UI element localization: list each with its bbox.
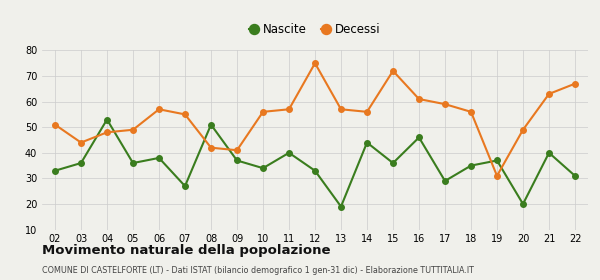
Nascite	[208, 123, 215, 126]
Line: Decessi: Decessi	[52, 60, 578, 179]
Line: Nascite: Nascite	[52, 117, 578, 209]
Decessi	[571, 82, 578, 85]
Decessi	[259, 110, 266, 113]
Nascite	[52, 169, 59, 172]
Decessi	[233, 149, 241, 152]
Decessi	[52, 123, 59, 126]
Nascite	[520, 202, 527, 206]
Nascite	[493, 159, 500, 162]
Nascite	[103, 118, 110, 121]
Decessi	[311, 62, 319, 65]
Nascite	[545, 151, 553, 155]
Decessi	[442, 102, 449, 106]
Decessi	[520, 128, 527, 131]
Decessi	[286, 108, 293, 111]
Decessi	[77, 141, 85, 144]
Decessi	[389, 69, 397, 73]
Decessi	[493, 174, 500, 178]
Decessi	[337, 108, 344, 111]
Decessi	[208, 146, 215, 149]
Nascite	[442, 179, 449, 183]
Nascite	[181, 185, 188, 188]
Nascite	[259, 167, 266, 170]
Decessi	[467, 110, 475, 113]
Decessi	[364, 110, 371, 113]
Nascite	[155, 156, 163, 160]
Nascite	[311, 169, 319, 172]
Nascite	[571, 174, 578, 178]
Decessi	[181, 113, 188, 116]
Decessi	[130, 128, 137, 131]
Decessi	[545, 92, 553, 95]
Text: COMUNE DI CASTELFORTE (LT) - Dati ISTAT (bilancio demografico 1 gen-31 dic) - El: COMUNE DI CASTELFORTE (LT) - Dati ISTAT …	[42, 266, 474, 275]
Nascite	[130, 161, 137, 165]
Legend: Nascite, Decessi: Nascite, Decessi	[244, 18, 386, 41]
Nascite	[364, 141, 371, 144]
Nascite	[337, 205, 344, 208]
Decessi	[155, 108, 163, 111]
Nascite	[415, 136, 422, 139]
Text: Movimento naturale della popolazione: Movimento naturale della popolazione	[42, 244, 331, 256]
Decessi	[103, 131, 110, 134]
Decessi	[415, 97, 422, 101]
Nascite	[389, 161, 397, 165]
Nascite	[77, 161, 85, 165]
Nascite	[467, 164, 475, 167]
Nascite	[233, 159, 241, 162]
Nascite	[286, 151, 293, 155]
